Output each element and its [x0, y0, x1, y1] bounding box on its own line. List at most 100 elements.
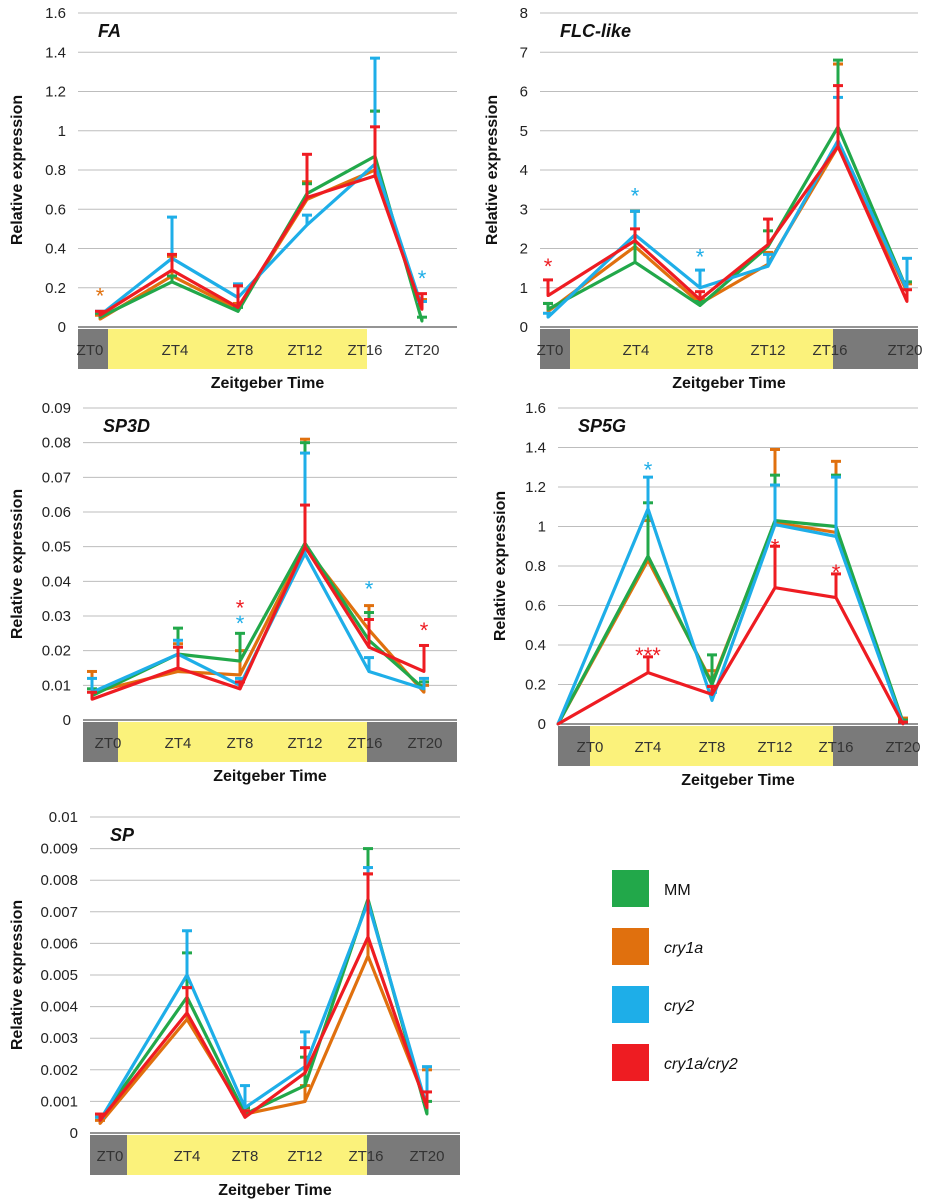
data-point — [306, 196, 309, 199]
x-tick-label: ZT8 — [699, 739, 726, 756]
series-cry2 — [95, 58, 427, 316]
significance-marker: * — [771, 534, 780, 559]
y-tick-label: 0.06 — [42, 504, 71, 521]
significance-marker: * — [644, 457, 653, 482]
data-point — [186, 974, 189, 977]
significance-marker: * — [418, 266, 427, 291]
significance-marker: * — [365, 577, 374, 602]
x-axis-label: Zeitgeber Time — [681, 772, 795, 789]
x-axis-label: Zeitgeber Time — [672, 375, 786, 392]
x-tick-label: ZT12 — [287, 1148, 322, 1165]
y-tick-label: 7 — [520, 44, 528, 61]
chart-title: SP5G — [578, 416, 626, 436]
y-axis-label: Relative expression — [9, 489, 26, 639]
x-tick-label: ZT12 — [287, 735, 322, 752]
data-point — [239, 660, 242, 663]
significance-marker: * — [236, 611, 245, 636]
y-tick-label: 0.02 — [42, 643, 71, 660]
x-tick-label: ZT12 — [750, 342, 785, 359]
y-tick-label: 1 — [58, 123, 66, 140]
y-tick-label: 0.01 — [42, 677, 71, 694]
data-point — [647, 555, 650, 558]
y-tick-label: 1.6 — [525, 400, 546, 417]
data-point — [699, 286, 702, 289]
y-tick-label: 0.002 — [40, 1062, 78, 1079]
data-point — [99, 314, 102, 317]
data-point — [767, 243, 770, 246]
y-tick-label: 0.2 — [525, 677, 546, 694]
data-point — [774, 586, 777, 589]
data-point — [421, 308, 424, 311]
x-axis-label: Zeitgeber Time — [211, 375, 325, 392]
chart-panel-4: 00.20.40.60.811.21.41.6ZT0 ZT4 ZT8 ZT12 ZT16… — [492, 400, 921, 789]
data-point — [374, 174, 377, 177]
data-point — [423, 670, 426, 673]
x-tick-label: ZT20 — [885, 739, 920, 756]
y-tick-label: 0 — [63, 712, 71, 729]
y-tick-label: 3 — [520, 201, 528, 218]
series-MM — [87, 443, 429, 697]
series-line — [100, 156, 422, 321]
data-point — [306, 224, 309, 227]
series-line — [92, 554, 424, 693]
x-tick-label: ZT16 — [818, 739, 853, 756]
y-tick-label: 1.2 — [45, 84, 66, 101]
x-tick-label: ZT20 — [887, 342, 922, 359]
data-point — [426, 1113, 429, 1116]
x-tick-label: ZT8 — [227, 735, 254, 752]
y-tick-label: 0.8 — [45, 162, 66, 179]
y-tick-label: 0 — [70, 1125, 78, 1142]
y-tick-label: 2 — [520, 241, 528, 258]
data-point — [547, 308, 550, 311]
y-axis-label: Relative expression — [9, 95, 26, 245]
y-axis-label: Relative expression — [484, 95, 501, 245]
x-tick-label: ZT16 — [347, 342, 382, 359]
y-tick-label: 0 — [538, 716, 546, 733]
x-tick-label: ZT12 — [757, 739, 792, 756]
x-tick-label: ZT16 — [812, 342, 847, 359]
chart-title: FA — [98, 21, 121, 41]
legend-swatch — [612, 986, 649, 1023]
chart-panel-5: 0 0.001 0.002 0.003 0.004 0.005 0.006 0.007 0.00… — [9, 809, 460, 1199]
x-tick-label: ZT0 — [577, 739, 604, 756]
y-tick-label: 0.006 — [40, 935, 78, 952]
legend-swatch — [612, 870, 649, 907]
chart-title: FLC-like — [560, 21, 631, 41]
x-tick-label: ZT0 — [95, 735, 122, 752]
data-point — [186, 1012, 189, 1015]
significance-marker: * — [544, 254, 553, 279]
x-tick-label: ZT8 — [232, 1148, 259, 1165]
chart-panel-3: 00.010.020.030.040.050.060.070.080.09ZT0… — [9, 400, 457, 785]
series-line — [100, 937, 427, 1120]
series-cry2 — [557, 477, 908, 725]
y-tick-label: 0.005 — [40, 967, 78, 984]
x-tick-label: ZT4 — [635, 739, 662, 756]
significance-marker: * — [96, 284, 105, 309]
series-cry1a — [95, 111, 427, 320]
data-point — [244, 1106, 247, 1109]
y-tick-label: 0.4 — [525, 637, 546, 654]
chart-title: SP3D — [103, 416, 150, 436]
data-point — [304, 545, 307, 548]
data-point — [634, 239, 637, 242]
series-line — [100, 902, 427, 1120]
y-tick-label: 0 — [58, 319, 66, 336]
chart-panel-2: 0 1 2 3 4 5 6 7 8 ZT0 ZT4 ZT8 ZT12 ZT16 ZT20 FLC-like Ze… — [484, 5, 923, 392]
data-point — [171, 269, 174, 272]
data-point — [244, 1116, 247, 1119]
data-point — [423, 687, 426, 690]
y-tick-label: 8 — [520, 5, 528, 22]
series-line — [558, 588, 903, 724]
legend-swatch — [612, 928, 649, 965]
y-tick-label: 4 — [520, 162, 528, 179]
series-line — [548, 127, 907, 310]
y-tick-label: 0.001 — [40, 1093, 78, 1110]
data-point — [634, 261, 637, 264]
legend-swatch — [612, 1044, 649, 1081]
x-tick-label: ZT8 — [227, 342, 254, 359]
legend-label: cry1a/cry2 — [664, 1056, 738, 1073]
series-line — [92, 547, 424, 700]
y-tick-label: 0.009 — [40, 841, 78, 858]
legend-label: MM — [664, 882, 691, 899]
chart-title: SP — [110, 825, 135, 845]
